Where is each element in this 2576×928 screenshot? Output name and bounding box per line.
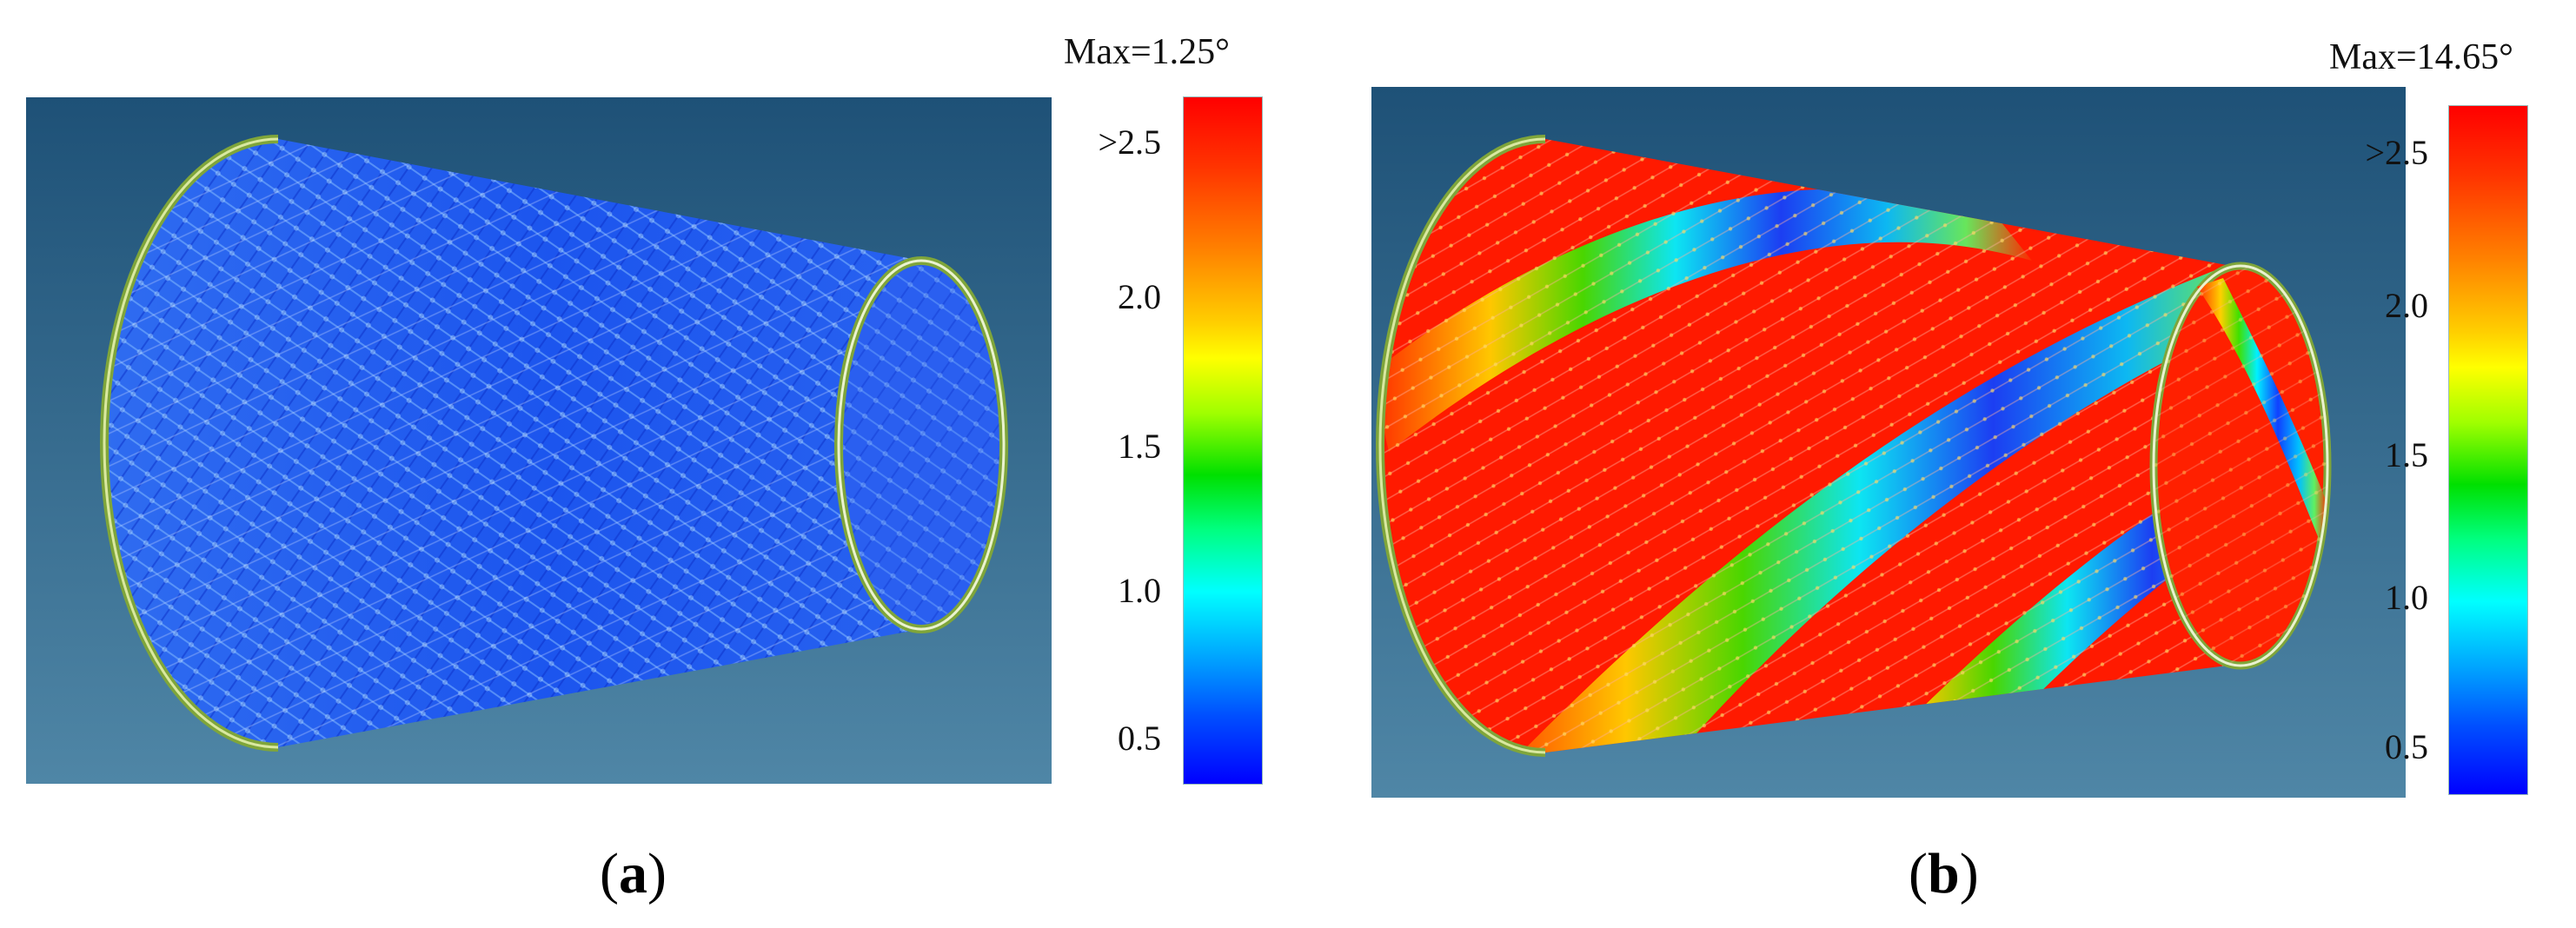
sublabel-a: (a) [600, 842, 667, 905]
tick-b-2: 1.5 [2385, 435, 2428, 474]
tick-a-1: 2.0 [1118, 277, 1161, 316]
panel-a: Max=1.25° >2.5 2.0 1.5 1.0 0.5 (a) [26, 32, 1262, 905]
tick-b-1: 2.0 [2385, 286, 2428, 325]
tick-b-0: >2.5 [2365, 133, 2428, 172]
tick-a-4: 0.5 [1118, 719, 1161, 758]
tick-b-3: 1.0 [2385, 578, 2428, 617]
cone-render-b [1371, 87, 2406, 798]
colorbar-b [2449, 106, 2527, 794]
tick-a-3: 1.0 [1118, 571, 1161, 610]
sublabel-b: (b) [1909, 842, 1979, 905]
colorbar-a [1184, 97, 1262, 784]
tick-a-2: 1.5 [1118, 427, 1161, 466]
max-label-b: Max=14.65° [2329, 37, 2513, 77]
max-label-a: Max=1.25° [1064, 32, 1230, 72]
cone-render-a [26, 97, 1052, 784]
tick-b-4: 0.5 [2385, 727, 2428, 766]
panel-b: Max=14.65° >2.5 2.0 1.5 1.0 0.5 (b) [1288, 0, 2576, 928]
tick-a-0: >2.5 [1098, 123, 1161, 162]
